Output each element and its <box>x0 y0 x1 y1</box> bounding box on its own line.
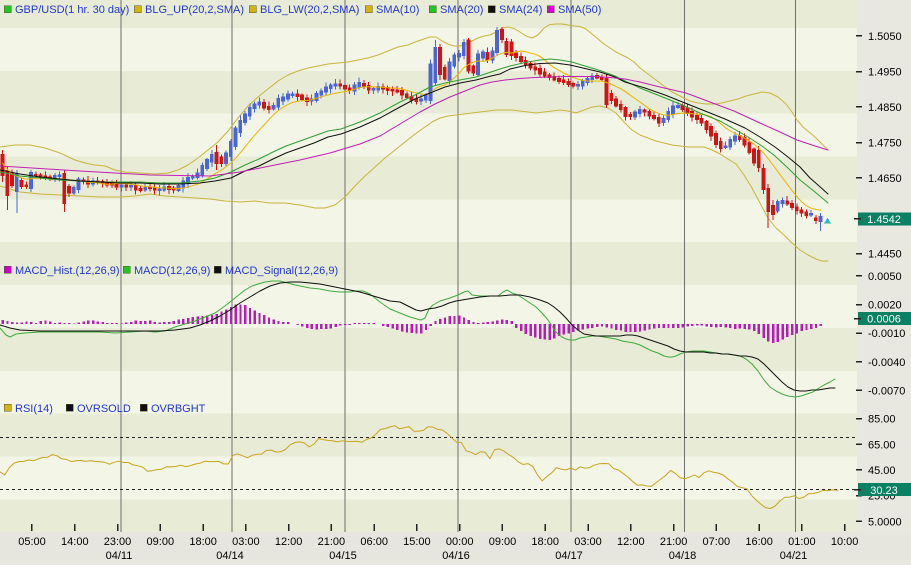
svg-text:16:00: 16:00 <box>745 536 773 548</box>
svg-text:RSI(14): RSI(14) <box>15 403 53 415</box>
svg-text:MACD_Signal(12,26,9): MACD_Signal(12,26,9) <box>225 265 338 277</box>
svg-text:-0.0040: -0.0040 <box>868 357 905 369</box>
svg-text:04/18: 04/18 <box>669 550 697 560</box>
svg-text:01:00: 01:00 <box>788 536 816 548</box>
svg-text:18:00: 18:00 <box>531 536 559 548</box>
svg-text:15:00: 15:00 <box>403 536 431 548</box>
svg-text:03:00: 03:00 <box>232 536 260 548</box>
svg-text:21:00: 21:00 <box>660 536 688 548</box>
svg-text:30.23: 30.23 <box>870 485 898 497</box>
svg-text:SMA(24): SMA(24) <box>499 4 542 16</box>
svg-text:-0.0070: -0.0070 <box>868 385 905 397</box>
svg-text:1.5050: 1.5050 <box>868 31 902 43</box>
svg-text:BLG_UP(20,2,SMA): BLG_UP(20,2,SMA) <box>145 4 244 16</box>
svg-text:MACD(12,26,9): MACD(12,26,9) <box>134 265 210 277</box>
svg-text:-0.0010: -0.0010 <box>868 328 905 340</box>
svg-text:10:00: 10:00 <box>831 536 859 548</box>
svg-text:1.4542: 1.4542 <box>867 214 901 226</box>
svg-text:1.4650: 1.4650 <box>868 173 902 185</box>
svg-text:SMA(50): SMA(50) <box>558 4 601 16</box>
svg-text:GBP/USD(1 hr. 30 day): GBP/USD(1 hr. 30 day) <box>15 4 129 16</box>
svg-text:05:00: 05:00 <box>18 536 46 548</box>
svg-text:0.0050: 0.0050 <box>868 271 902 283</box>
svg-text:1.4950: 1.4950 <box>868 67 902 79</box>
svg-text:SMA(20): SMA(20) <box>440 4 483 16</box>
svg-text:0.0020: 0.0020 <box>868 300 902 312</box>
svg-text:21:00: 21:00 <box>318 536 346 548</box>
svg-text:18:00: 18:00 <box>189 536 217 548</box>
svg-text:06:00: 06:00 <box>360 536 388 548</box>
svg-text:65.00: 65.00 <box>868 439 896 451</box>
svg-text:12:00: 12:00 <box>617 536 645 548</box>
svg-text:45.00: 45.00 <box>868 465 896 477</box>
svg-text:04/17: 04/17 <box>555 550 583 560</box>
svg-text:04/16: 04/16 <box>442 550 470 560</box>
svg-text:1.4750: 1.4750 <box>868 138 902 150</box>
svg-text:09:00: 09:00 <box>489 536 517 548</box>
svg-text:04/21: 04/21 <box>780 550 808 560</box>
svg-text:04/14: 04/14 <box>216 550 244 560</box>
svg-text:00:00: 00:00 <box>446 536 474 548</box>
svg-text:14:00: 14:00 <box>61 536 89 548</box>
svg-text:OVRBGHT: OVRBGHT <box>151 403 206 415</box>
svg-text:04/15: 04/15 <box>329 550 357 560</box>
svg-text:5.0000: 5.0000 <box>868 516 902 528</box>
svg-text:23:00: 23:00 <box>104 536 132 548</box>
svg-text:BLG_LW(20,2,SMA): BLG_LW(20,2,SMA) <box>260 4 359 16</box>
svg-text:07:00: 07:00 <box>703 536 731 548</box>
svg-text:MACD_Hist.(12,26,9): MACD_Hist.(12,26,9) <box>15 265 120 277</box>
svg-text:09:00: 09:00 <box>147 536 175 548</box>
svg-text:1.4450: 1.4450 <box>868 249 902 261</box>
svg-text:0.0006: 0.0006 <box>867 314 901 326</box>
svg-text:1.4850: 1.4850 <box>868 102 902 114</box>
svg-text:04/11: 04/11 <box>106 550 133 560</box>
svg-text:OVRSOLD: OVRSOLD <box>77 403 131 415</box>
svg-text:SMA(10): SMA(10) <box>376 4 419 16</box>
svg-text:03:00: 03:00 <box>574 536 602 548</box>
svg-text:85.00: 85.00 <box>868 414 896 426</box>
svg-text:12:00: 12:00 <box>275 536 303 548</box>
